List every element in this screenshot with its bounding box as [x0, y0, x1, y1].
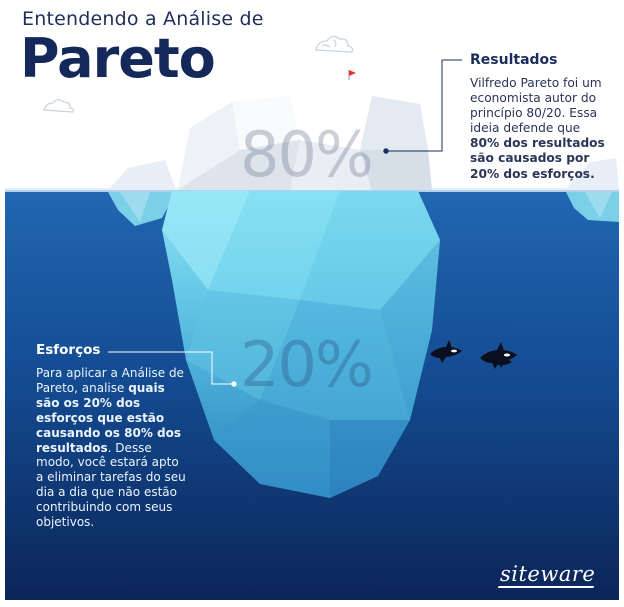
resultados-text: Vilfredo Pareto foi um economista autor …: [470, 76, 610, 182]
resultados-text-bold: 80% dos resultados são causados por 20% …: [470, 136, 605, 181]
subtitle: Entendendo a Análise de: [22, 8, 264, 30]
cloud-icon: [315, 35, 354, 53]
esforcos-text-bold: quais são os 20% dos esforços que estão …: [36, 380, 181, 455]
esforcos-text: Para aplicar a Análise de Pareto, analis…: [36, 366, 188, 530]
orca-icon: [430, 340, 462, 363]
cloud-icon: [43, 99, 75, 113]
iceberg-underwater: [162, 191, 440, 498]
orca-icon: [494, 358, 512, 368]
esforcos-text-end: . Desse modo, você estará apto a elimina…: [36, 440, 186, 530]
esforcos-text-plain: Para aplicar a Análise de Pareto, analis…: [36, 366, 184, 395]
percent-80-label: 80%: [240, 118, 374, 191]
siteware-logo: siteware: [500, 562, 596, 586]
resultados-connector: [383, 59, 462, 154]
resultados-heading: Resultados: [470, 52, 558, 68]
esforcos-connector: [108, 351, 237, 387]
orca-icon: [480, 342, 517, 369]
side-iceberg-left: [108, 160, 176, 226]
flag-icon: [348, 70, 356, 80]
esforcos-heading: Esforços: [36, 342, 101, 358]
iceberg-above-water: [178, 78, 432, 190]
percent-20-label: 20%: [240, 328, 374, 401]
side-iceberg-right: [565, 158, 619, 222]
logo-underline: [497, 586, 595, 588]
page-title: Pareto: [20, 27, 216, 90]
resultados-text-plain: Vilfredo Pareto foi um economista autor …: [470, 76, 602, 136]
